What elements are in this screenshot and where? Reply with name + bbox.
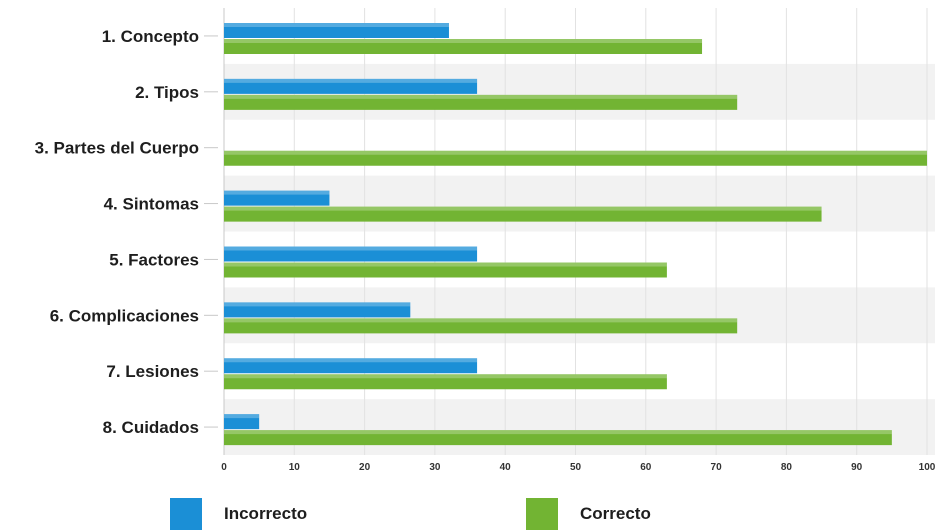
x-tick-label: 10 xyxy=(289,462,301,473)
legend-label-incorrecto: Incorrecto xyxy=(224,504,308,523)
bar-highlight xyxy=(224,246,478,251)
legend-item-correcto: Correcto xyxy=(526,498,651,530)
category-label: 8. Cuidados xyxy=(103,418,199,437)
bar-highlight xyxy=(224,23,449,27)
bar-highlight xyxy=(224,374,667,379)
x-tick-label: 0 xyxy=(221,462,227,473)
bar-incorrecto xyxy=(224,78,478,94)
bar-highlight xyxy=(224,39,703,43)
bar-incorrecto xyxy=(224,246,478,262)
bar-highlight xyxy=(224,318,738,323)
category-label: 7. Lesiones xyxy=(106,362,199,381)
bar-highlight xyxy=(224,190,330,195)
bar-correcto xyxy=(224,430,892,446)
x-tick-label: 20 xyxy=(359,462,371,473)
bar-correcto xyxy=(224,206,822,222)
bar-correcto xyxy=(224,39,703,54)
category-label: 3. Partes del Cuerpo xyxy=(35,139,199,158)
bar-highlight xyxy=(224,358,478,363)
category-label: 1. Concepto xyxy=(102,27,199,46)
legend-label-correcto: Correcto xyxy=(580,504,651,523)
category-label: 5. Factores xyxy=(109,250,199,269)
legend-swatch-correcto xyxy=(526,498,558,530)
bar-highlight xyxy=(224,302,411,307)
bar-incorrecto xyxy=(224,23,449,38)
bar-highlight xyxy=(224,78,478,83)
x-tick-label: 60 xyxy=(640,462,652,473)
x-tick-label: 40 xyxy=(500,462,512,473)
x-tick-label: 100 xyxy=(919,462,936,473)
bar-incorrecto xyxy=(224,190,330,206)
bar-incorrecto xyxy=(224,414,260,430)
bar-incorrecto xyxy=(224,302,411,318)
bar-correcto xyxy=(224,262,667,278)
bar-correcto xyxy=(224,150,927,166)
bar-highlight xyxy=(224,206,822,211)
bar-highlight xyxy=(224,150,927,155)
bar-correcto xyxy=(224,374,667,390)
category-label: 4. Sintomas xyxy=(104,195,199,214)
bar-highlight xyxy=(224,414,260,419)
bar-highlight xyxy=(224,262,667,267)
bar-highlight xyxy=(224,430,892,435)
x-tick-label: 90 xyxy=(851,462,863,473)
x-tick-label: 30 xyxy=(429,462,441,473)
legend-item-incorrecto: Incorrecto xyxy=(170,498,307,530)
bar-chart: 1. Concepto 2. Tipos 3. Partes del Cuerpo 4… xyxy=(35,8,936,473)
x-tick-label: 50 xyxy=(570,462,582,473)
background-band xyxy=(224,399,935,455)
category-label: 2. Tipos xyxy=(135,83,199,102)
x-tick-label: 70 xyxy=(711,462,723,473)
background-band xyxy=(224,175,935,232)
x-tick-label: 80 xyxy=(781,462,793,473)
bar-incorrecto xyxy=(224,358,478,374)
bar-highlight xyxy=(224,94,738,99)
category-label: 6. Complicaciones xyxy=(50,306,199,325)
bar-correcto xyxy=(224,318,738,334)
legend-swatch-incorrecto xyxy=(170,498,202,530)
bar-correcto xyxy=(224,94,738,110)
